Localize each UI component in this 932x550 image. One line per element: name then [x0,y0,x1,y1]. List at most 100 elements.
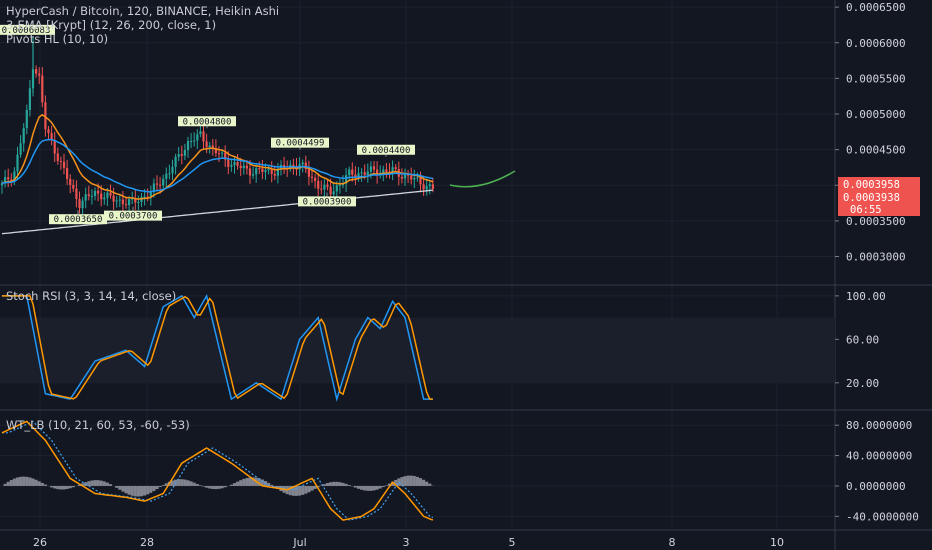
wt-histogram-bar [381,485,385,488]
price-panel[interactable]: 0.0006083 0.0003650 0.0003700 0.0004800 0.00… [0,24,516,235]
candle-body [211,145,214,148]
candle-body [196,134,199,141]
candle-body [357,173,360,178]
wt-histogram-bar [232,483,237,486]
y-tick-label-wavetrend: -40.0000000 [846,510,919,523]
countdown-text: 06:55 [850,204,882,216]
candle-body [25,109,28,129]
candle-body [233,162,236,166]
wt-histogram-bar [56,485,60,490]
wt-histogram-bar [158,485,162,488]
candle-body [38,73,41,76]
stoch-k-line [2,293,433,402]
candle-body [22,128,25,144]
wavetrend-panel[interactable] [1,420,435,521]
candle-body [75,188,78,199]
wt-histogram-bar [428,483,432,486]
wt-histogram-bar [347,485,351,486]
wt-histogram-bar [276,485,280,490]
candle-body [258,168,261,170]
wt-title: WT_LB (10, 21, 60, 53, -60, -53) [6,418,190,432]
candle-body [118,199,121,201]
candle-body [416,177,419,179]
candle-body [400,176,403,179]
wt-histogram-bar [341,482,345,486]
candle-body [202,131,205,142]
wt-histogram-bar [236,481,240,486]
candle-body [78,198,81,209]
wt-histogram-bar [291,485,295,496]
candle-body [264,170,267,173]
wt-histogram-bar [242,478,246,486]
candle-body [245,165,248,169]
y-tick-label-wavetrend: 0.0000000 [846,480,906,493]
wt-histogram-bar [310,485,314,491]
close-price-tag [838,190,920,204]
pivot-label: 0.0004499 [276,139,325,149]
candle-body [329,186,332,195]
wt-histogram-bar [139,485,144,497]
wt-histogram-bar [248,477,252,486]
candle-body [0,183,4,186]
wt-histogram-bar [130,485,134,496]
candle-body [103,197,106,200]
candle-body [16,154,19,172]
candle-body [180,154,183,156]
y-tick-label-main: 0.0006500 [846,1,906,14]
wt-histogram-bar [102,481,106,486]
wt-histogram-bar [214,485,218,490]
pivot-label: 0.0006083 [2,26,51,36]
ema-title: 3-EMA [Krypt] (12, 26, 200, close, 1) [6,18,216,32]
candle-body [224,152,227,160]
x-tick-label: 28 [140,536,154,549]
wt-histogram-bar [239,480,243,486]
candle-body [109,192,112,196]
wt-histogram-bar [304,485,308,494]
candle-body [239,165,242,169]
stoch-d-line [2,295,433,400]
wt-histogram-bar [415,476,419,486]
candle-body [391,167,394,173]
wt-histogram-bar [28,477,32,486]
wt-histogram-bar [338,482,342,486]
candle-body [394,167,397,169]
stoch-rsi-panel[interactable] [0,293,835,402]
wt-histogram-bar [90,480,94,486]
x-tick-label: 5 [509,536,516,549]
candle-body [162,178,165,186]
x-tick-label: 3 [403,536,410,549]
candle-body [205,141,208,148]
price-axis[interactable]: 0.0006500 0.0006000 0.0005500 0.0005000 0.00… [835,1,919,523]
candle-body [84,194,87,201]
candle-body [369,166,372,172]
wt-histogram-bar [332,481,336,486]
y-tick-label-main: 0.0005500 [846,72,906,85]
ema-lines [1,113,516,235]
wt-histogram-bar [31,478,35,486]
time-axis[interactable]: 26 28 Jul 3 5 8 10 [33,536,784,549]
wt-histogram-bar [87,481,91,486]
wt-histogram-bar [267,482,271,486]
close-price-text: 0.0003938 [843,192,900,204]
candle-body [307,169,310,177]
stoch-title: Stoch RSI (3, 3, 14, 14, close) [6,289,176,303]
wt-histogram-bar [384,485,388,486]
candle-body [335,185,338,192]
candle-body [183,150,186,156]
candle-body [66,167,69,179]
wt-histogram-bar [143,485,147,496]
wt-histogram-bar [155,485,159,490]
wt-histogram-bar [149,485,153,493]
wt-histogram-bar [146,485,150,495]
wt-histogram-bar [37,481,41,486]
candle-body [385,169,388,172]
candle-body [190,140,193,142]
y-tick-label-stoch_rsi: 20.00 [846,377,879,390]
wt-histogram-bar [369,485,373,491]
candle-body [304,162,307,170]
wt-histogram-bar [198,485,202,486]
candle-body [106,192,109,198]
wt-histogram-bar [177,479,181,486]
